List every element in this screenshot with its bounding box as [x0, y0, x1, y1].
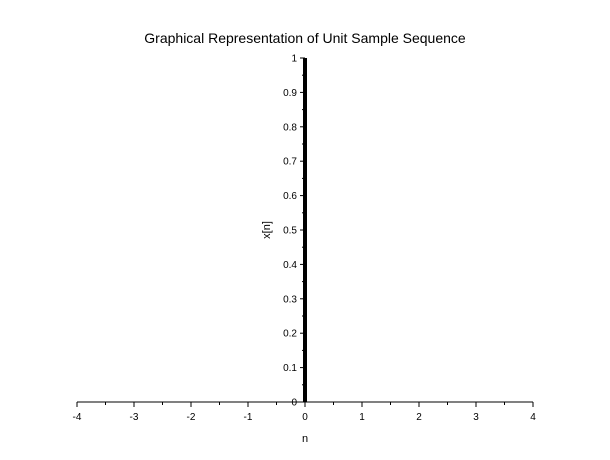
x-tick-label: -1: [244, 412, 253, 423]
y-tick-label: 0.1: [283, 363, 297, 374]
y-tick-label: 0.2: [283, 329, 297, 340]
data-bar: [303, 58, 307, 402]
y-tick-label: 1: [291, 54, 297, 65]
y-tick-label: 0: [291, 398, 297, 409]
y-tick-label: 0.5: [283, 226, 297, 237]
y-tick-label: 0.4: [283, 260, 297, 271]
y-tick-label: 0.7: [283, 157, 297, 168]
y-tick-label: 0.6: [283, 191, 297, 202]
x-tick-label: -3: [130, 412, 139, 423]
y-axis-label: x[n]: [261, 221, 273, 239]
x-tick-label: 0: [302, 412, 308, 423]
x-tick-label: 4: [530, 412, 536, 423]
x-tick-label: 1: [359, 412, 365, 423]
data-marks: [303, 58, 307, 402]
x-tick-label: -2: [187, 412, 196, 423]
y-tick-label: 0.3: [283, 294, 297, 305]
x-tick-label: 3: [473, 412, 479, 423]
x-axis-label: n: [302, 433, 308, 445]
chart-title: Graphical Representation of Unit Sample …: [144, 30, 466, 46]
x-tick-label: -4: [73, 412, 82, 423]
y-tick-label: 0.9: [283, 88, 297, 99]
x-tick-label: 2: [416, 412, 422, 423]
y-tick-label: 0.8: [283, 122, 297, 133]
